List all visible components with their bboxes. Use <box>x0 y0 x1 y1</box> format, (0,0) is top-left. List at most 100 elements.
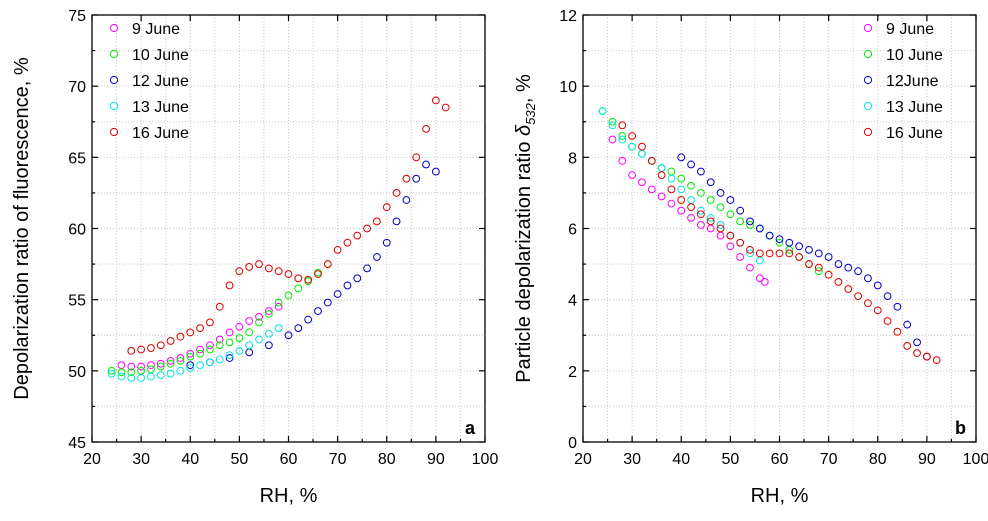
data-point <box>697 206 705 215</box>
x-tick-label: 40 <box>672 451 690 468</box>
data-point <box>873 306 882 315</box>
data-point <box>255 312 263 321</box>
data-point <box>215 355 224 364</box>
data-point <box>618 121 627 130</box>
data-point <box>186 361 195 370</box>
data-point <box>166 337 175 345</box>
data-point <box>765 231 774 240</box>
data-point <box>913 349 921 357</box>
data-point <box>264 307 273 315</box>
series-2 <box>107 260 332 377</box>
y-axis-title: Particle depolarization ratio δ532, % <box>513 74 538 383</box>
data-point <box>235 322 244 331</box>
x-tick-label: 60 <box>771 451 789 468</box>
data-point <box>618 135 627 144</box>
y-tick-label: 65 <box>68 150 86 167</box>
data-point <box>746 217 754 226</box>
data-point <box>264 341 273 350</box>
data-point <box>392 217 401 226</box>
data-point <box>854 292 862 301</box>
data-point <box>137 362 146 371</box>
data-point <box>657 192 666 201</box>
legend-marker <box>109 101 119 111</box>
data-point <box>687 203 695 212</box>
data-point <box>196 324 204 333</box>
data-point <box>628 171 637 180</box>
data-point <box>608 135 617 144</box>
data-point <box>736 217 745 226</box>
data-point <box>284 291 293 300</box>
data-point <box>893 327 902 336</box>
data-point <box>755 256 764 265</box>
data-point <box>844 285 853 293</box>
panel-label: b <box>955 418 966 438</box>
data-point <box>677 196 686 204</box>
data-point <box>755 249 764 258</box>
data-point <box>245 328 254 337</box>
data-point <box>746 249 754 258</box>
data-point <box>412 153 421 162</box>
data-point <box>353 231 362 240</box>
data-point <box>156 359 165 368</box>
data-point <box>245 317 254 325</box>
data-point <box>431 167 440 176</box>
data-point <box>166 359 175 368</box>
data-point <box>107 366 116 375</box>
data-point <box>765 249 774 258</box>
data-point <box>736 253 745 261</box>
data-point <box>127 368 136 377</box>
data-point <box>225 338 234 347</box>
data-point <box>834 260 843 268</box>
data-point <box>186 349 195 358</box>
data-point <box>746 263 754 272</box>
y-axis-title-text: Particle depolarization ratio <box>513 136 535 383</box>
data-point <box>903 342 912 350</box>
data-point <box>264 264 273 273</box>
data-point <box>206 318 214 327</box>
y-tick-label: 4 <box>568 293 577 310</box>
data-point <box>932 356 941 365</box>
y-tick-label: 70 <box>68 79 86 96</box>
data-point <box>206 345 214 354</box>
y-tick-label: 55 <box>68 293 86 310</box>
data-point <box>628 142 637 151</box>
data-point <box>206 341 214 350</box>
data-point <box>638 178 646 187</box>
data-point <box>255 318 263 327</box>
y-tick-label: 50 <box>68 364 86 381</box>
data-point <box>235 334 244 342</box>
data-point <box>697 221 705 229</box>
legend-label: 9 June <box>132 21 180 38</box>
data-point <box>363 264 372 273</box>
legend-label: 10 June <box>132 47 189 64</box>
data-point <box>844 263 853 272</box>
data-point <box>687 213 695 222</box>
data-point <box>746 245 754 254</box>
panel-label: a <box>465 418 476 438</box>
legend-marker <box>863 23 873 33</box>
data-point <box>716 224 725 233</box>
data-point <box>677 206 686 215</box>
data-point <box>274 302 283 311</box>
data-point <box>760 277 769 286</box>
data-point <box>245 341 254 350</box>
data-point <box>726 196 735 204</box>
legend: 9 June 10 June 12 June 13 June 16 June <box>109 21 189 142</box>
x-tick-label: 30 <box>623 451 641 468</box>
data-point <box>127 347 136 355</box>
data-point <box>706 213 715 222</box>
x-axis-title: RH, % <box>260 485 318 507</box>
data-point <box>176 332 185 341</box>
data-point <box>176 366 185 375</box>
x-tick-label: 80 <box>869 451 887 468</box>
data-point <box>883 317 892 325</box>
data-point <box>677 153 686 162</box>
data-point <box>304 315 313 324</box>
data-point <box>775 238 784 247</box>
data-point <box>245 348 254 357</box>
data-point <box>382 203 391 212</box>
y-tick-label: 12 <box>559 8 577 25</box>
data-point <box>706 217 715 226</box>
data-point <box>441 103 450 112</box>
data-point <box>893 302 902 311</box>
